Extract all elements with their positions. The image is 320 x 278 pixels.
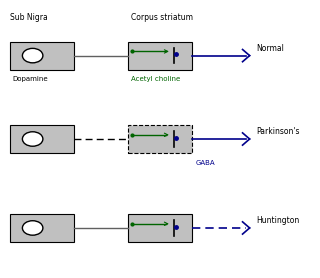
Text: Dopamine: Dopamine — [13, 76, 48, 83]
Bar — [10, 42, 74, 70]
Bar — [10, 125, 74, 153]
Bar — [128, 42, 192, 70]
Text: GABA: GABA — [195, 160, 215, 166]
Ellipse shape — [22, 221, 43, 235]
Bar — [128, 214, 192, 242]
Ellipse shape — [22, 48, 43, 63]
Text: Acetyl choline: Acetyl choline — [131, 76, 180, 83]
Text: Sub Nigra: Sub Nigra — [10, 13, 47, 21]
Bar — [128, 125, 192, 153]
Text: Normal: Normal — [256, 44, 284, 53]
Text: Huntington: Huntington — [256, 216, 299, 225]
Ellipse shape — [22, 132, 43, 146]
Text: Corpus striatum: Corpus striatum — [131, 13, 193, 21]
Text: Parkinson's: Parkinson's — [256, 127, 300, 136]
Bar — [10, 214, 74, 242]
